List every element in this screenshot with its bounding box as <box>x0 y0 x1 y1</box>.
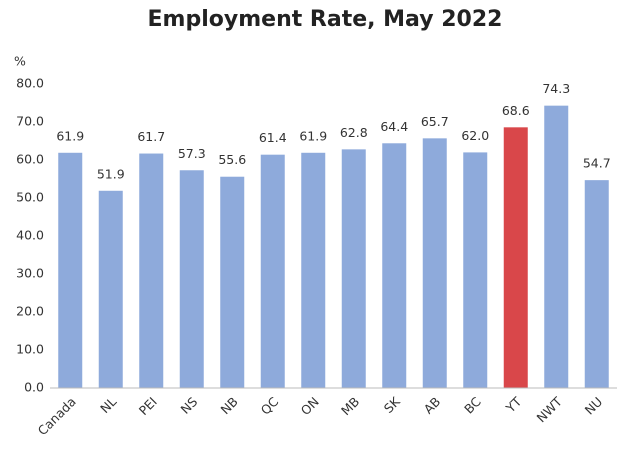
bar <box>422 138 447 388</box>
bar <box>463 152 488 388</box>
value-label: 61.9 <box>56 128 84 143</box>
bar <box>58 152 83 388</box>
value-label: 57.3 <box>178 146 206 161</box>
x-tick-label: ON <box>298 394 322 418</box>
x-tick-label: PEI <box>136 394 160 418</box>
value-label: 54.7 <box>583 156 611 171</box>
x-tick-label: NS <box>178 394 201 417</box>
value-label: 55.6 <box>218 152 246 167</box>
y-axis-label: % <box>14 54 26 69</box>
bar <box>503 127 528 388</box>
bar <box>301 152 326 388</box>
bar <box>382 143 407 388</box>
value-label: 68.6 <box>502 103 530 118</box>
chart-title: Employment Rate, May 2022 <box>148 7 503 32</box>
x-tick-label: NL <box>97 394 119 416</box>
value-label: 61.9 <box>299 128 327 143</box>
y-tick-label: 30.0 <box>16 266 44 281</box>
value-label: 64.4 <box>380 119 408 134</box>
value-label: 61.4 <box>259 130 287 145</box>
bar <box>544 105 569 388</box>
bar <box>220 176 245 388</box>
y-tick-label: 20.0 <box>16 304 44 319</box>
y-tick-label: 0.0 <box>24 380 44 395</box>
y-tick-label: 50.0 <box>16 190 44 205</box>
x-tick-label: MB <box>338 394 362 418</box>
bar <box>179 170 204 388</box>
bar <box>98 190 123 388</box>
value-label: 62.8 <box>340 125 368 140</box>
x-tick-label: YT <box>502 394 524 416</box>
x-tick-label: Canada <box>35 394 79 438</box>
value-label: 65.7 <box>421 114 449 129</box>
x-tick-label: SK <box>381 393 404 416</box>
y-tick-label: 40.0 <box>16 228 44 243</box>
bar <box>139 153 164 388</box>
x-tick-label: AB <box>421 394 444 417</box>
x-tick-label: NB <box>218 394 241 417</box>
y-tick-label: 70.0 <box>16 114 44 129</box>
bar <box>584 180 609 388</box>
y-tick-label: 80.0 <box>16 76 44 91</box>
y-tick-label: 10.0 <box>16 342 44 357</box>
value-label: 74.3 <box>542 81 570 96</box>
value-label: 61.7 <box>137 129 165 144</box>
value-label: 51.9 <box>97 166 125 181</box>
bar <box>341 149 366 388</box>
x-tick-label: NWT <box>533 394 565 426</box>
value-label: 62.0 <box>461 128 489 143</box>
y-tick-label: 60.0 <box>16 152 44 167</box>
bar <box>260 154 285 388</box>
x-tick-label: BC <box>461 394 484 417</box>
x-tick-label: NU <box>582 394 606 418</box>
x-tick-label: QC <box>258 394 282 418</box>
